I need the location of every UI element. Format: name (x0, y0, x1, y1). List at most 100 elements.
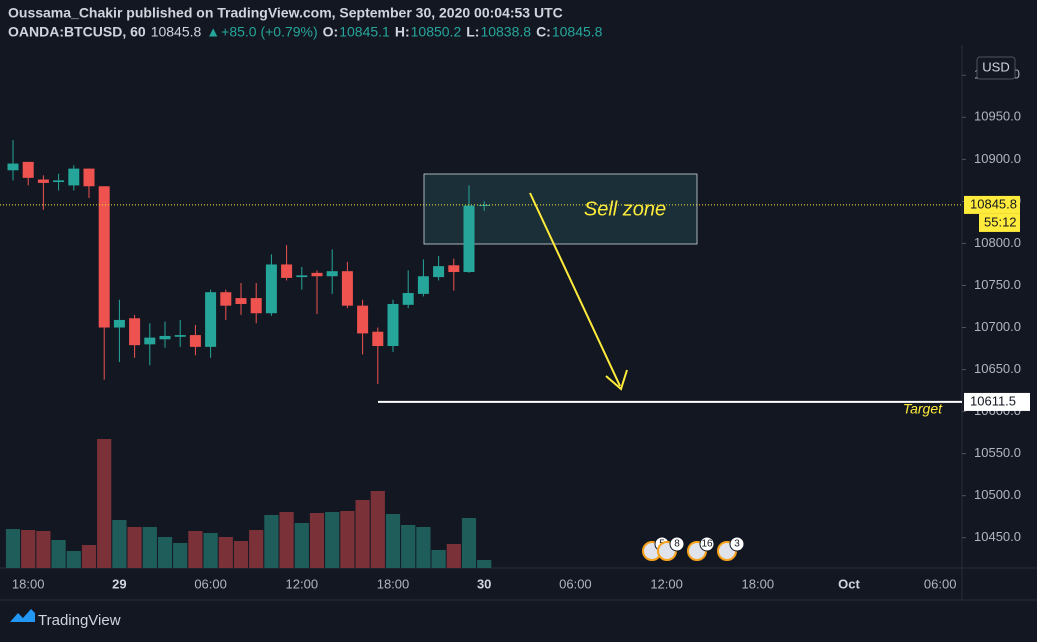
volume-bar (370, 491, 385, 568)
candle-body (433, 266, 445, 278)
volume-bar (477, 560, 492, 568)
y-tick-label: 10950.0 (974, 109, 1021, 124)
candle-body (83, 168, 95, 187)
candle-body (326, 271, 338, 277)
candle-body (296, 275, 308, 278)
brand: TradingView (38, 612, 121, 629)
x-tick-label: 18:00 (377, 576, 410, 591)
currency-button[interactable] (976, 56, 1016, 80)
candle-body (417, 276, 429, 294)
x-tick-label: 29 (112, 576, 126, 591)
candle-body (235, 298, 247, 304)
volume-bar (340, 511, 355, 568)
volume-bar (51, 540, 66, 568)
legend-item: L: (466, 24, 479, 40)
countdown-tag (979, 213, 1020, 232)
volume-bar (173, 543, 188, 568)
volume-bar (203, 533, 218, 568)
candle-body (265, 264, 277, 314)
candle-body (189, 335, 201, 347)
volume-bar (309, 513, 325, 568)
y-tick-label: 10700.0 (974, 319, 1021, 334)
legend-item: 10838.8 (480, 24, 531, 40)
target-label: Target (903, 401, 943, 417)
legend-item: 10845.8 (552, 24, 603, 40)
event-badge (729, 536, 745, 552)
volume-bar (446, 544, 461, 568)
y-tick-label: 10750.0 (974, 277, 1021, 292)
x-tick-label: 12:00 (650, 576, 683, 591)
candle-body (220, 292, 232, 306)
candle-body (68, 168, 80, 186)
brand-logo (10, 609, 35, 622)
candle-body (129, 318, 141, 346)
y-tick-label: 10500.0 (974, 487, 1021, 502)
currency[interactable]: USD (982, 59, 1009, 74)
arrow-head (605, 369, 628, 391)
volume-bar (188, 531, 203, 568)
volume-bar (279, 512, 294, 568)
candle-body (463, 205, 475, 273)
volume-bar (431, 550, 446, 568)
event-badge (699, 536, 715, 552)
legend-item: 10850.2 (411, 24, 462, 40)
x-tick-label: 18:00 (742, 576, 775, 591)
x-tick-label: 06:00 (559, 576, 592, 591)
x-tick-label: 18:00 (12, 576, 45, 591)
x-tick-label: 30 (477, 576, 491, 591)
target-price-label: 10611.5 (970, 393, 1016, 408)
x-tick-label: Oct (838, 576, 860, 591)
volume-bar (127, 527, 142, 568)
volume-bar (294, 523, 309, 568)
volume-bar (325, 512, 340, 568)
legend-item: OANDA:BTCUSD, 60 (8, 24, 146, 40)
y-tick-label: 10900.0 (974, 151, 1021, 166)
volume-bar (461, 518, 477, 568)
event-badge (669, 536, 685, 552)
volume-bar (218, 537, 233, 568)
candle-body (250, 298, 262, 314)
candle-body (205, 292, 217, 347)
x-tick-label: 06:00 (924, 576, 957, 591)
event-count: 16 (701, 539, 713, 550)
candle-body (311, 272, 323, 277)
volume-bar (249, 530, 264, 568)
candle-body (159, 335, 171, 340)
candle-body (372, 331, 384, 347)
candle-body (53, 180, 65, 183)
candle-body (113, 319, 125, 328)
volume-bar (385, 514, 401, 568)
footer (0, 600, 1037, 642)
legend-item: H: (395, 24, 410, 40)
candle-body (98, 186, 110, 328)
candle-body (174, 335, 186, 337)
volume-bar (157, 537, 173, 568)
candle-body (37, 179, 49, 183)
legend-item: ▲ (206, 24, 220, 40)
legend-item: 10845.1 (339, 24, 390, 40)
target-tag (964, 392, 1030, 411)
legend-item: 10845.8 (151, 24, 202, 40)
volume-bar (416, 527, 431, 568)
y-tick-label: 10650.0 (974, 361, 1021, 376)
volume-bar (142, 527, 157, 568)
candle-body (7, 163, 19, 171)
y-tick-label: 10550.0 (974, 445, 1021, 460)
candle-body (402, 293, 414, 305)
event-count: 3 (734, 539, 740, 550)
candle-body (357, 305, 369, 334)
x-tick-label: 12:00 (286, 576, 319, 591)
candle-body (448, 265, 460, 273)
candle-body (478, 204, 490, 206)
volume-bar (21, 530, 36, 568)
x-tick-label: 06:00 (194, 576, 227, 591)
volume-bar (355, 500, 370, 568)
candle-body (281, 264, 293, 278)
y-tick-label: 10450.0 (974, 529, 1021, 544)
publisher: Oussama_Chakir published on TradingView.… (8, 5, 563, 21)
candle-body (387, 303, 399, 347)
arrow (529, 192, 621, 387)
legend-item: +85.0 (+0.79%) (221, 24, 318, 40)
